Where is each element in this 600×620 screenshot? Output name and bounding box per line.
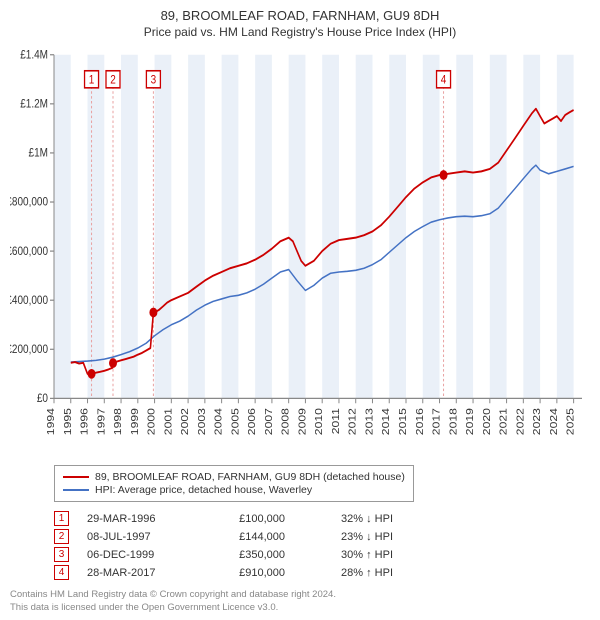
chart-area: £0 £200,000 £400,000 £600,000 £800,000 £1M £1.…: [10, 45, 590, 459]
footer-line1: Contains HM Land Registry data © Crown c…: [10, 589, 590, 601]
title-subtitle: Price paid vs. HM Land Registry's House …: [10, 25, 590, 39]
event-diff: 30% ↑ HPI: [303, 549, 393, 561]
legend-label: 89, BROOMLEAF ROAD, FARNHAM, GU9 8DH (de…: [95, 471, 405, 483]
event-price: £910,000: [205, 567, 285, 579]
legend-swatch: [63, 489, 89, 491]
svg-text:2001: 2001: [163, 408, 174, 435]
event-price: £100,000: [205, 513, 285, 525]
legend-row: 89, BROOMLEAF ROAD, FARNHAM, GU9 8DH (de…: [63, 471, 405, 483]
svg-text:2017: 2017: [431, 408, 442, 435]
event-date: 06-DEC-1999: [87, 549, 187, 561]
svg-text:2019: 2019: [465, 408, 476, 435]
svg-text:3: 3: [151, 74, 157, 87]
svg-text:2018: 2018: [448, 408, 459, 435]
title-address: 89, BROOMLEAF ROAD, FARNHAM, GU9 8DH: [10, 8, 590, 23]
svg-text:2023: 2023: [532, 408, 543, 435]
event-diff: 23% ↓ HPI: [303, 531, 393, 543]
svg-text:2000: 2000: [146, 408, 157, 435]
svg-text:2020: 2020: [482, 408, 493, 435]
svg-text:2015: 2015: [398, 408, 409, 435]
footer-attribution: Contains HM Land Registry data © Crown c…: [10, 589, 590, 614]
event-row: 2 08-JUL-1997 £144,000 23% ↓ HPI: [54, 529, 590, 544]
price-chart: £0 £200,000 £400,000 £600,000 £800,000 £1M £1.…: [10, 45, 590, 459]
svg-text:1994: 1994: [46, 408, 57, 435]
footer-line2: This data is licensed under the Open Gov…: [10, 602, 590, 614]
event-badge: 3: [54, 547, 69, 562]
svg-text:£1.4M: £1.4M: [20, 49, 48, 62]
svg-text:2003: 2003: [197, 408, 208, 435]
event-row: 3 06-DEC-1999 £350,000 30% ↑ HPI: [54, 547, 590, 562]
event-date: 28-MAR-2017: [87, 567, 187, 579]
event-price: £350,000: [205, 549, 285, 561]
svg-text:1995: 1995: [63, 408, 74, 435]
svg-text:£1.2M: £1.2M: [20, 98, 48, 111]
svg-text:2002: 2002: [180, 408, 191, 435]
svg-text:£0: £0: [37, 392, 48, 405]
svg-text:£600,000: £600,000: [10, 245, 48, 258]
legend: 89, BROOMLEAF ROAD, FARNHAM, GU9 8DH (de…: [54, 465, 414, 502]
legend-label: HPI: Average price, detached house, Wave…: [95, 484, 312, 496]
event-date: 29-MAR-1996: [87, 513, 187, 525]
svg-text:2011: 2011: [331, 408, 342, 434]
svg-text:2014: 2014: [381, 408, 392, 435]
svg-text:1996: 1996: [79, 408, 90, 435]
svg-text:2008: 2008: [281, 408, 292, 435]
chart-container: 89, BROOMLEAF ROAD, FARNHAM, GU9 8DH Pri…: [0, 0, 600, 620]
event-badge: 2: [54, 529, 69, 544]
event-date: 08-JUL-1997: [87, 531, 187, 543]
svg-text:2009: 2009: [297, 408, 308, 435]
svg-text:2006: 2006: [247, 408, 258, 435]
svg-text:1998: 1998: [113, 408, 124, 435]
events-table: 1 29-MAR-1996 £100,000 32% ↓ HPI 2 08-JUL-199…: [54, 508, 590, 583]
svg-text:1: 1: [89, 74, 95, 87]
event-diff: 28% ↑ HPI: [303, 567, 393, 579]
svg-text:£400,000: £400,000: [10, 294, 48, 307]
event-badge: 1: [54, 511, 69, 526]
svg-text:2: 2: [110, 74, 116, 87]
svg-text:2012: 2012: [348, 408, 359, 435]
svg-text:2021: 2021: [498, 408, 509, 435]
event-row: 1 29-MAR-1996 £100,000 32% ↓ HPI: [54, 511, 590, 526]
svg-text:2004: 2004: [214, 408, 225, 435]
svg-text:4: 4: [441, 74, 447, 87]
svg-text:2016: 2016: [415, 408, 426, 435]
svg-text:2007: 2007: [264, 408, 275, 435]
svg-text:2022: 2022: [515, 408, 526, 435]
legend-row: HPI: Average price, detached house, Wave…: [63, 484, 405, 496]
svg-text:£200,000: £200,000: [10, 343, 48, 356]
svg-text:2010: 2010: [314, 408, 325, 435]
svg-text:1999: 1999: [130, 408, 141, 435]
legend-swatch: [63, 476, 89, 478]
event-badge: 4: [54, 565, 69, 580]
svg-text:2025: 2025: [566, 408, 577, 435]
svg-text:£800,000: £800,000: [10, 196, 48, 209]
event-row: 4 28-MAR-2017 £910,000 28% ↑ HPI: [54, 565, 590, 580]
event-diff: 32% ↓ HPI: [303, 513, 393, 525]
title-block: 89, BROOMLEAF ROAD, FARNHAM, GU9 8DH Pri…: [10, 8, 590, 39]
svg-text:2005: 2005: [230, 408, 241, 435]
svg-text:£1M: £1M: [29, 147, 48, 160]
event-price: £144,000: [205, 531, 285, 543]
svg-text:2013: 2013: [364, 408, 375, 435]
svg-text:1997: 1997: [96, 408, 107, 435]
svg-text:2024: 2024: [549, 408, 560, 435]
